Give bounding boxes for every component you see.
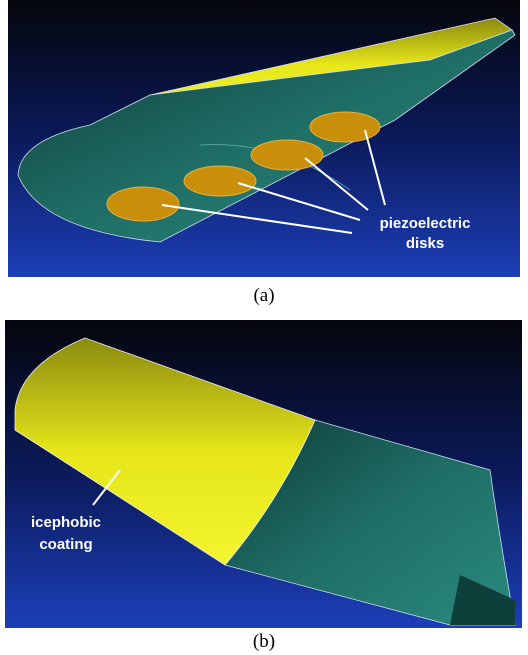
annotation: piezoelectric xyxy=(380,215,471,232)
piezo-disk xyxy=(107,187,179,221)
annotation: disks xyxy=(406,235,444,252)
annotation: icephobic xyxy=(31,514,101,531)
figure: piezoelectric disks (a) icephobic coatin… xyxy=(0,0,528,655)
panel-label: (b) xyxy=(253,631,275,652)
panel-label: (a) xyxy=(253,285,274,306)
panel-a: piezoelectric disks xyxy=(8,0,520,277)
piezo-disk xyxy=(310,112,380,142)
page: {"panels": [ {"label": "(a)", "annotatio… xyxy=(0,0,528,655)
piezo-disk xyxy=(251,140,323,170)
annotation: coating xyxy=(39,536,92,553)
piezo-disk xyxy=(184,166,256,196)
panel-b: icephobic coating xyxy=(5,320,522,628)
